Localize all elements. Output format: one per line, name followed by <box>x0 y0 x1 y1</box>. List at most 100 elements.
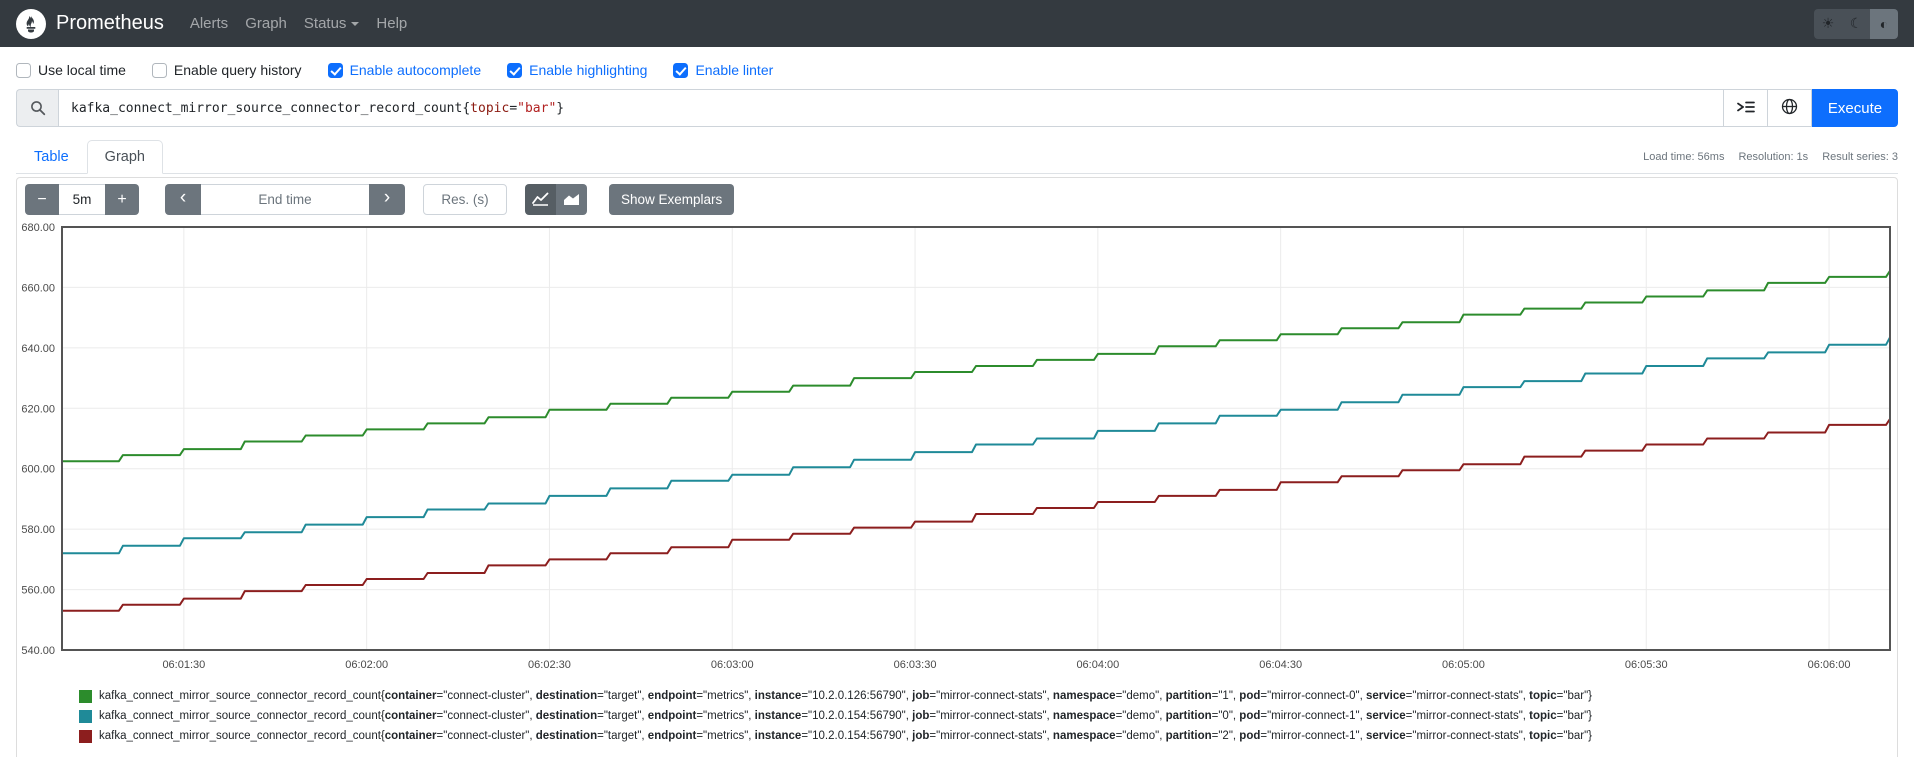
expr-brace: } <box>556 100 565 116</box>
legend-swatch <box>79 689 92 703</box>
graph-panel: − + ‹ › <box>16 177 1898 757</box>
line-chart-button[interactable] <box>525 184 556 215</box>
checkbox[interactable] <box>151 62 167 78</box>
chart-type-group <box>525 184 587 215</box>
legend-swatch <box>79 709 92 723</box>
chart-legend: kafka_connect_mirror_source_connector_re… <box>79 689 1897 743</box>
light-theme-button[interactable]: ☀ <box>1814 8 1842 39</box>
query-expression-input[interactable]: kafka_connect_mirror_source_connector_re… <box>58 89 1724 127</box>
option-enable-highlighting[interactable]: Enable highlighting <box>507 62 647 78</box>
endtime-group: ‹ › <box>165 184 405 215</box>
x-tick-label: 06:06:00 <box>1808 659 1851 671</box>
x-tick-label: 06:03:00 <box>711 659 754 671</box>
option-enable-query-history[interactable]: Enable query history <box>151 62 302 78</box>
nav-item-graph[interactable]: Graph <box>245 15 287 32</box>
checkbox[interactable] <box>507 62 523 78</box>
expr-string: "bar" <box>517 100 557 116</box>
stacked-chart-icon <box>563 191 580 209</box>
expr-metric: kafka_connect_mirror_source_connector_re… <box>71 100 463 116</box>
expr-op: = <box>509 100 518 116</box>
dark-theme-icon: ☾ <box>1849 15 1863 31</box>
result-series: Result series: 3 <box>1822 151 1898 163</box>
tab-graph[interactable]: Graph <box>86 140 163 174</box>
nav-links: Alerts Graph Status Help <box>190 15 424 32</box>
series-line-1[interactable] <box>62 336 1891 555</box>
checkbox-label: Enable autocomplete <box>349 62 482 78</box>
query-input-group: kafka_connect_mirror_source_connector_re… <box>16 89 1898 127</box>
x-tick-label: 06:03:30 <box>894 659 937 671</box>
plot-frame <box>61 226 1891 651</box>
navbar: Prometheus Alerts Graph Status Help ☀ ☾ ◐ <box>0 0 1914 47</box>
auto-theme-icon: ◐ <box>1879 15 1889 32</box>
option-enable-linter[interactable]: Enable linter <box>673 62 773 78</box>
prometheus-logo-icon <box>16 8 46 39</box>
x-tick-label: 06:02:30 <box>528 659 571 671</box>
show-exemplars-button[interactable]: Show Exemplars <box>609 184 735 215</box>
legend-item[interactable]: kafka_connect_mirror_source_connector_re… <box>79 729 1897 743</box>
checkbox-label: Enable linter <box>695 62 774 78</box>
chevron-down-icon <box>351 22 360 26</box>
checkbox-label: Enable query history <box>173 62 302 78</box>
checkbox[interactable] <box>16 62 31 78</box>
y-tick-label: 620.00 <box>21 403 55 415</box>
search-icon <box>16 89 58 127</box>
plot-background <box>62 227 1890 650</box>
option-use-local-time[interactable]: Use local time <box>16 62 126 78</box>
increase-range-button[interactable]: + <box>105 184 139 215</box>
next-time-button[interactable]: › <box>369 184 405 215</box>
tab-table[interactable]: Table <box>34 149 69 165</box>
legend-item[interactable]: kafka_connect_mirror_source_connector_re… <box>79 689 1897 703</box>
y-tick-label: 580.00 <box>21 524 55 536</box>
stacked-chart-button[interactable] <box>556 184 587 215</box>
resolution-input[interactable] <box>423 184 507 215</box>
nav-item-alerts[interactable]: Alerts <box>189 15 229 32</box>
legend-label: kafka_connect_mirror_source_connector_re… <box>99 690 1593 702</box>
y-tick-label: 600.00 <box>21 464 55 476</box>
nav-item-status[interactable]: Status <box>304 15 360 32</box>
y-tick-label: 680.00 <box>21 222 55 234</box>
expr-label: topic <box>470 100 510 116</box>
nav-item-help[interactable]: Help <box>376 15 408 32</box>
legend-item[interactable]: kafka_connect_mirror_source_connector_re… <box>79 709 1897 723</box>
legend-swatch <box>79 729 92 743</box>
chart-area: 540.00 560.00 580.00 600.00 620.00 640.00 660.… <box>18 221 1896 681</box>
checkbox[interactable] <box>673 62 689 78</box>
graph-controls: − + ‹ › <box>17 178 1897 221</box>
decrease-range-button[interactable]: − <box>25 184 59 215</box>
series-line-0[interactable] <box>62 270 1891 463</box>
auto-theme-button[interactable]: ◐ <box>1870 8 1898 39</box>
metrics-explorer-button[interactable] <box>1724 89 1768 127</box>
option-enable-autocomplete[interactable]: Enable autocomplete <box>327 62 482 78</box>
dark-theme-button[interactable]: ☾ <box>1842 8 1870 39</box>
series-line-2[interactable] <box>62 418 1891 612</box>
chart-canvas[interactable]: 540.00 560.00 580.00 600.00 620.00 640.00 660.… <box>18 221 1894 676</box>
tab-bar: Table Graph Load time: 56ms Resolution: 1… <box>16 140 1898 174</box>
load-time: Load time: 56ms <box>1643 151 1725 163</box>
query-options-row: Use local time Enable query history Enable… <box>0 47 1914 89</box>
metrics-explorer-icon <box>1736 99 1755 118</box>
x-tick-label: 06:05:00 <box>1442 659 1485 671</box>
checkbox-label: Enable highlighting <box>529 62 648 78</box>
legend-label: kafka_connect_mirror_source_connector_re… <box>99 730 1593 742</box>
x-tick-label: 06:04:00 <box>1076 659 1119 671</box>
checkbox-label: Use local time <box>38 62 126 78</box>
local-time-globe-button[interactable] <box>1768 89 1812 127</box>
x-tick-label: 06:05:30 <box>1625 659 1668 671</box>
app-title[interactable]: Prometheus <box>56 12 164 34</box>
execute-button[interactable]: Execute <box>1812 89 1898 127</box>
y-tick-label: 560.00 <box>21 585 55 597</box>
line-chart-icon <box>532 191 549 209</box>
y-tick-label: 540.00 <box>21 645 55 657</box>
range-group: − + <box>25 184 139 215</box>
checkbox[interactable] <box>327 62 343 78</box>
light-theme-icon: ☀ <box>1821 15 1835 31</box>
end-time-input[interactable] <box>201 184 369 215</box>
previous-time-button[interactable]: ‹ <box>165 184 201 215</box>
x-tick-label: 06:01:30 <box>162 659 205 671</box>
range-input[interactable] <box>59 184 105 215</box>
tabs: Table Graph <box>16 140 163 174</box>
resolution: Resolution: 1s <box>1738 151 1809 163</box>
theme-toggle-group: ☀ ☾ ◐ <box>1814 8 1898 39</box>
expr-brace: { <box>462 100 471 116</box>
globe-icon <box>1781 98 1798 118</box>
